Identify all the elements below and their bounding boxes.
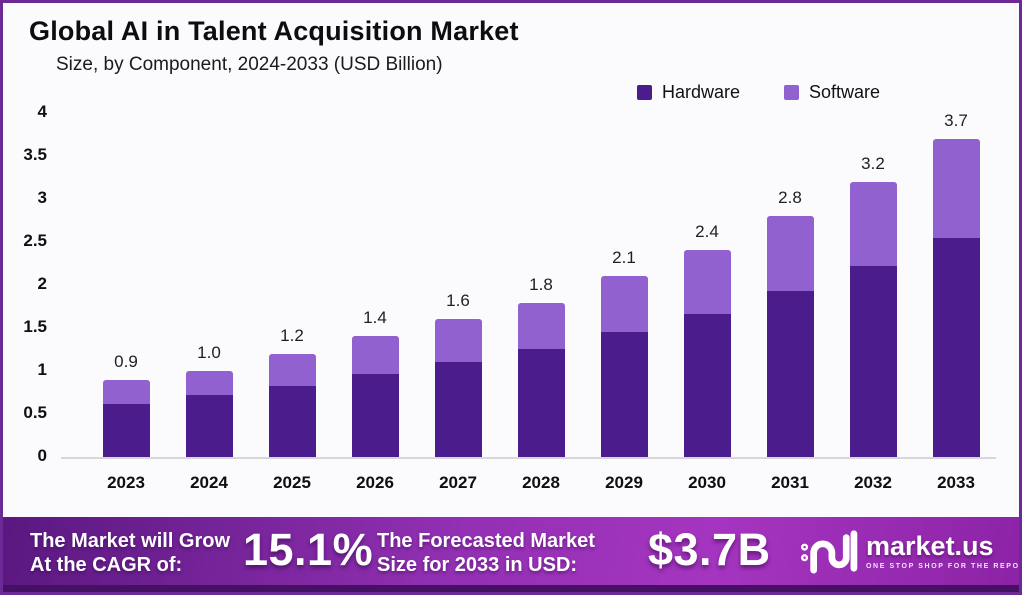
chart-legend: Hardware Software [637, 82, 880, 103]
bar-software-2033 [932, 139, 980, 238]
x-tick-label-2023: 2023 [107, 473, 145, 492]
bar-hardware-2031 [766, 291, 814, 457]
bar-software-2023 [102, 380, 150, 404]
x-tick-label-2024: 2024 [190, 473, 228, 492]
bar-total-label-2028: 1.8 [529, 275, 553, 294]
x-tick-label-2027: 2027 [439, 473, 477, 492]
bar-software-2031 [766, 216, 814, 291]
bar-total-label-2031: 2.8 [778, 188, 802, 207]
y-tick-label-3.5: 3.5 [23, 145, 47, 164]
market-us-logo-icon [801, 530, 858, 574]
x-tick-label-2030: 2030 [688, 473, 726, 492]
x-tick-label-2031: 2031 [771, 473, 809, 492]
x-tick-label-2028: 2028 [522, 473, 560, 492]
cagr-label-line2: At the CAGR of: [30, 554, 183, 576]
bar-hardware-2024 [185, 395, 233, 457]
page-title: Global AI in Talent Acquisition Market [29, 16, 519, 46]
bar-hardware-2026 [351, 374, 399, 457]
footer-banner: The Market will Grow At the CAGR of: 15.… [3, 517, 1019, 585]
bar-total-label-2027: 1.6 [446, 291, 470, 310]
brand-text: market.us ONE STOP SHOP FOR THE REPORTS [866, 530, 1022, 570]
forecast-value: $3.7B [648, 524, 771, 575]
y-tick-label-0.5: 0.5 [23, 403, 47, 422]
forecast-label: The Forecasted Market Size for 2033 in U… [377, 529, 595, 577]
bar-total-label-2030: 2.4 [695, 222, 719, 241]
bar-total-label-2024: 1.0 [197, 343, 221, 362]
bar-total-label-2026: 1.4 [363, 308, 387, 327]
brand-name: market.us [866, 530, 994, 561]
legend-label-software: Software [809, 82, 881, 102]
bar-total-label-2033: 3.7 [944, 111, 968, 130]
legend-label-hardware: Hardware [662, 82, 741, 102]
bar-hardware-2030 [683, 314, 731, 457]
bar-software-2032 [849, 182, 897, 266]
bar-hardware-2023 [102, 404, 150, 457]
bar-software-2028 [517, 303, 565, 349]
bar-hardware-2025 [268, 386, 316, 457]
bar-hardware-2033 [932, 238, 980, 457]
bar-hardware-2027 [434, 362, 482, 457]
cagr-label: The Market will Grow At the CAGR of: [30, 529, 230, 577]
cagr-value: 15.1% [243, 524, 374, 575]
hardware-swatch-icon [637, 85, 652, 100]
forecast-label-line1: The Forecasted Market [377, 530, 595, 552]
bar-software-2029 [600, 276, 648, 332]
bar-software-2026 [351, 336, 399, 374]
plot-area: 0 0.5 1 1.5 2 2.5 3 3.5 4 0.9 2023 1.0 2024 1.2 2025 1.… [3, 3, 1019, 592]
bar-software-2027 [434, 319, 482, 362]
x-tick-label-2029: 2029 [605, 473, 643, 492]
footer-strip [3, 585, 1019, 592]
brand-tagline: ONE STOP SHOP FOR THE REPORTS [866, 562, 1022, 570]
y-tick-label-1.5: 1.5 [23, 317, 47, 336]
bar-software-2025 [268, 354, 316, 386]
x-tick-label-2025: 2025 [273, 473, 311, 492]
y-tick-label-3: 3 [37, 188, 47, 207]
x-tick-label-2032: 2032 [854, 473, 892, 492]
brand-logo: market.us ONE STOP SHOP FOR THE REPORTS [800, 528, 1022, 574]
y-tick-label-1: 1 [37, 360, 47, 379]
bar-total-label-2032: 3.2 [861, 154, 885, 173]
legend-item-hardware: Hardware [637, 82, 740, 103]
bar-software-2030 [683, 250, 731, 314]
bar-hardware-2032 [849, 266, 897, 457]
y-tick-label-2.5: 2.5 [23, 231, 47, 250]
x-axis-line [61, 457, 996, 459]
bar-hardware-2028 [517, 349, 565, 457]
bar-software-2024 [185, 371, 233, 395]
y-tick-label-4: 4 [37, 102, 47, 121]
y-tick-label-2: 2 [37, 274, 47, 293]
software-swatch-icon [784, 85, 800, 100]
cagr-label-line1: The Market will Grow [30, 530, 231, 552]
bar-total-label-2023: 0.9 [114, 352, 138, 371]
bar-total-label-2025: 1.2 [280, 326, 304, 345]
page-subtitle: Size, by Component, 2024-2033 (USD Billi… [56, 54, 443, 75]
bar-total-label-2029: 2.1 [612, 248, 636, 267]
bar-hardware-2029 [600, 332, 648, 457]
y-tick-label-0: 0 [37, 446, 47, 465]
x-tick-label-2026: 2026 [356, 473, 394, 492]
forecast-label-line2: Size for 2033 in USD: [377, 554, 578, 576]
legend-item-software: Software [784, 82, 880, 103]
x-tick-label-2033: 2033 [937, 473, 975, 492]
